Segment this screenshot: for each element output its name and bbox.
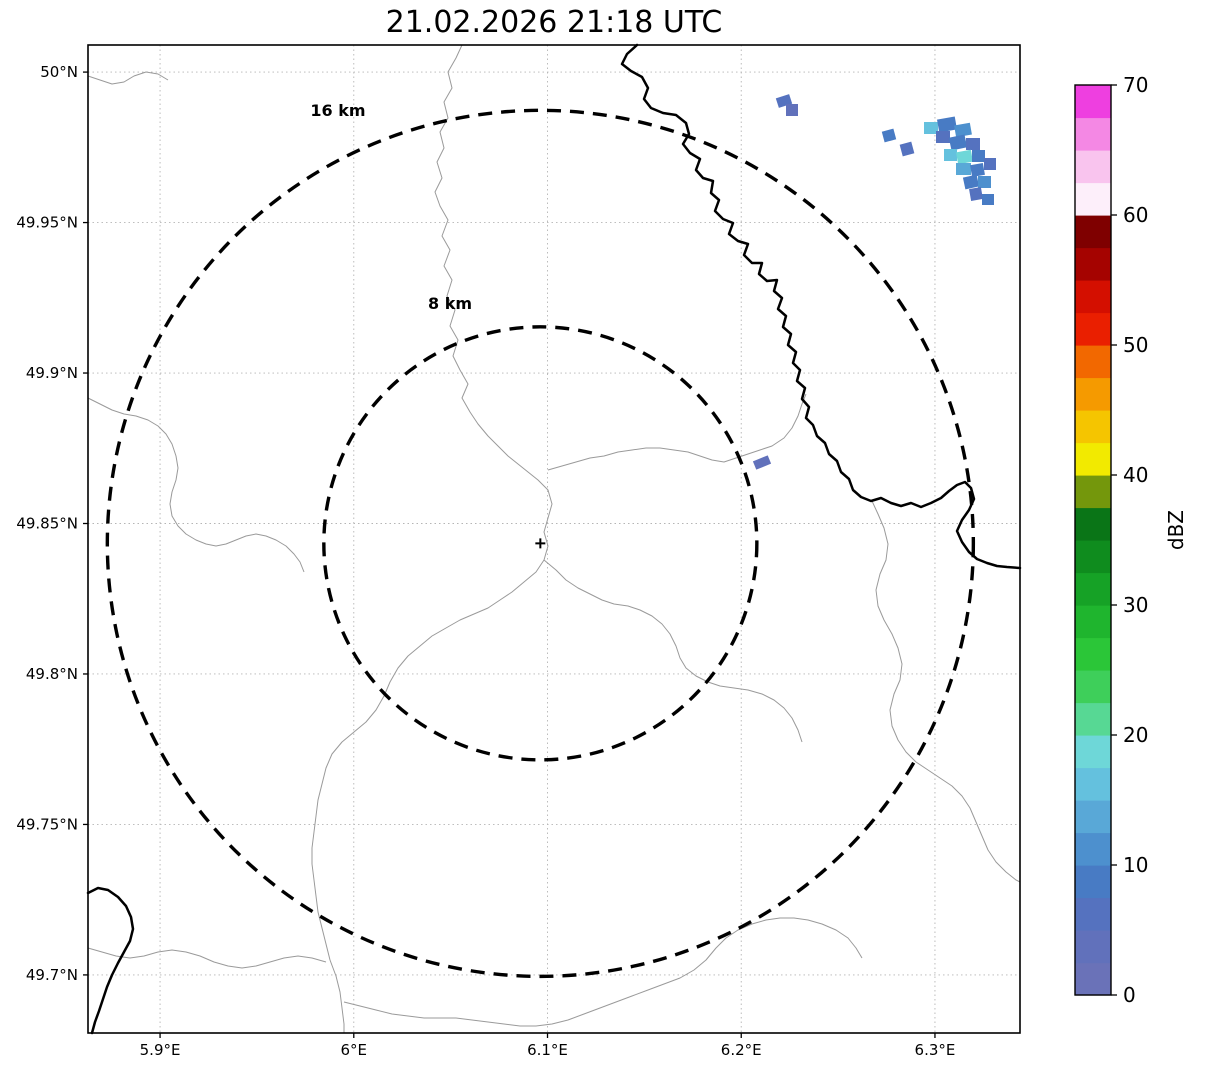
colorbar-segment bbox=[1075, 247, 1111, 281]
colorbar-tick-label: 70 bbox=[1123, 73, 1148, 97]
colorbar-segment bbox=[1075, 962, 1111, 996]
colorbar-tick-label: 50 bbox=[1123, 333, 1148, 357]
admin-border-line bbox=[87, 71, 169, 85]
radar-echo-cell bbox=[937, 116, 957, 133]
radar-echo-cell bbox=[984, 158, 996, 170]
colorbar-segment bbox=[1075, 410, 1111, 444]
colorbar-segment bbox=[1075, 540, 1111, 574]
radar-echo-cell bbox=[752, 455, 772, 470]
colorbar-segment bbox=[1075, 670, 1111, 704]
colorbar-segment bbox=[1075, 800, 1111, 834]
range-ring-label: 16 km bbox=[310, 101, 365, 120]
colorbar-segment bbox=[1075, 345, 1111, 379]
radar-echo-cell bbox=[948, 134, 968, 151]
radar-echo-cell bbox=[786, 104, 798, 116]
colorbar-segment bbox=[1075, 377, 1111, 411]
radar-echo-cell bbox=[970, 162, 985, 178]
colorbar-segment bbox=[1075, 507, 1111, 541]
y-tick-label: 49.8°N bbox=[26, 665, 78, 683]
range-ring-8km bbox=[322, 325, 759, 762]
admin-border-line bbox=[87, 947, 327, 969]
colorbar-unit-label: dBZ bbox=[1164, 510, 1188, 551]
colorbar-segment bbox=[1075, 897, 1111, 931]
colorbar-tick-label: 40 bbox=[1123, 463, 1148, 487]
radar-echo-cell bbox=[982, 194, 994, 205]
colorbar-tick-label: 60 bbox=[1123, 203, 1148, 227]
colorbar-tick-label: 10 bbox=[1123, 853, 1148, 877]
radar-echo-cell bbox=[972, 150, 985, 162]
colorbar-segment bbox=[1075, 767, 1111, 801]
colorbar-segment bbox=[1075, 150, 1111, 184]
x-tick-label: 6.1°E bbox=[527, 1041, 568, 1059]
x-tick-label: 5.9°E bbox=[140, 1041, 181, 1059]
admin-border-line bbox=[543, 559, 803, 743]
colorbar-segment bbox=[1075, 85, 1111, 119]
colorbar-segment bbox=[1075, 832, 1111, 866]
colorbar-tick-label: 0 bbox=[1123, 983, 1136, 1007]
colorbar-tick-label: 20 bbox=[1123, 723, 1148, 747]
x-tick-label: 6.2°E bbox=[721, 1041, 762, 1059]
colorbar-segment bbox=[1075, 702, 1111, 736]
country-border-line bbox=[86, 886, 135, 1035]
plot-title: 21.02.2026 21:18 UTC bbox=[385, 5, 723, 40]
x-tick-label: 6°E bbox=[341, 1041, 368, 1059]
colorbar-segment bbox=[1075, 572, 1111, 606]
colorbar-segment bbox=[1075, 637, 1111, 671]
admin-border-line bbox=[547, 393, 807, 471]
colorbar-segment bbox=[1075, 182, 1111, 216]
radar-echo-cell bbox=[954, 122, 972, 138]
colorbar-segment bbox=[1075, 117, 1111, 151]
y-tick-label: 49.95°N bbox=[16, 214, 78, 232]
radar-echo-cell bbox=[966, 138, 980, 150]
admin-border-line bbox=[311, 44, 553, 1033]
radar-echo-cell bbox=[978, 176, 991, 188]
colorbar-segment bbox=[1075, 442, 1111, 476]
admin-border-line bbox=[871, 500, 1021, 883]
colorbar-segment bbox=[1075, 605, 1111, 639]
colorbar-segment bbox=[1075, 280, 1111, 314]
colorbar-segment bbox=[1075, 312, 1111, 346]
y-tick-label: 49.75°N bbox=[16, 815, 78, 833]
radar-echo-cell bbox=[956, 149, 973, 165]
colorbar-tick-label: 30 bbox=[1123, 593, 1148, 617]
colorbar-segment bbox=[1075, 865, 1111, 899]
colorbar-segment bbox=[1075, 930, 1111, 964]
range-ring-16km bbox=[105, 108, 976, 979]
radar-echo-cell bbox=[969, 187, 983, 201]
admin-border-line bbox=[343, 917, 863, 1027]
admin-border-line bbox=[87, 397, 305, 573]
y-tick-label: 49.9°N bbox=[26, 364, 78, 382]
y-tick-label: 50°N bbox=[40, 63, 78, 81]
colorbar-segment bbox=[1075, 215, 1111, 249]
y-tick-label: 49.7°N bbox=[26, 966, 78, 984]
colorbar-segment bbox=[1075, 475, 1111, 509]
x-tick-label: 6.3°E bbox=[915, 1041, 956, 1059]
radar-echo-cell bbox=[924, 122, 938, 134]
y-tick-label: 49.85°N bbox=[16, 515, 78, 533]
radar-echo-cell bbox=[962, 174, 980, 190]
radar-echo-cell bbox=[956, 163, 971, 175]
country-border-line bbox=[620, 43, 1022, 570]
radar-echo-cell bbox=[944, 149, 957, 161]
radar-echo-cell bbox=[936, 131, 950, 143]
colorbar-frame bbox=[1074, 84, 1112, 996]
radar-echo-cell bbox=[899, 141, 915, 157]
range-ring-label: 8 km bbox=[428, 294, 472, 313]
colorbar-segment bbox=[1075, 735, 1111, 769]
plot-frame bbox=[87, 44, 1021, 1034]
radar-echo-cell bbox=[881, 128, 897, 143]
